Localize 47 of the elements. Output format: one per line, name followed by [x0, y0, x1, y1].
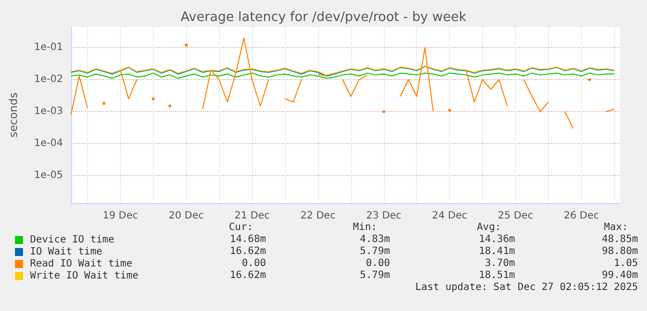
- legend-label: Device IO time: [30, 234, 114, 246]
- x-tick-label: 19 Dec: [102, 210, 138, 222]
- x-tick-label: 21 Dec: [234, 210, 270, 222]
- text: 1.05: [614, 258, 638, 270]
- y-tick-label: 1e-03: [34, 106, 63, 118]
- text: Last update: Sat Dec 27 02:05:12 2025: [415, 282, 638, 294]
- x-tick-label: 23 Dec: [366, 210, 402, 222]
- point: [448, 108, 452, 112]
- text: 14.68m: [230, 234, 266, 246]
- text: Min:: [352, 222, 377, 234]
- point: [588, 78, 592, 82]
- y-axis-title: seconds: [7, 92, 20, 138]
- text: Cur:: [228, 222, 253, 234]
- text: 0.00: [242, 258, 266, 270]
- point: [184, 44, 188, 47]
- y-tick-label: 1e-01: [34, 42, 63, 54]
- text: 14.36m: [478, 234, 515, 246]
- x-tick-label: 22 Dec: [300, 210, 336, 222]
- point: [152, 97, 155, 100]
- y-tick-label: 1e-02: [34, 74, 63, 86]
- x-tick-label: 25 Dec: [498, 210, 534, 222]
- y-tick-label: 1e-04: [34, 138, 63, 150]
- text: 18.41m: [478, 246, 515, 258]
- text: 4.83m: [360, 234, 390, 246]
- text: 16.62m: [230, 270, 266, 282]
- text: Avg:: [476, 222, 501, 234]
- text: 99.40m: [602, 270, 638, 282]
- legend-label: Read IO Wait time: [30, 258, 132, 270]
- legend-label: Write IO Wait time: [30, 270, 138, 282]
- point: [102, 102, 106, 105]
- text: 48.85m: [602, 234, 638, 246]
- chart-title: Average latency for /dev/pve/root - by week: [180, 10, 467, 25]
- point: [382, 110, 386, 114]
- text: 5.79m: [360, 270, 390, 282]
- x-tick-label: 20 Dec: [168, 210, 204, 222]
- text: 98.80m: [602, 246, 638, 258]
- text: 5.79m: [360, 246, 390, 258]
- text: 0.00: [366, 258, 390, 270]
- x-tick-label: 24 Dec: [432, 210, 468, 222]
- text: 18.51m: [478, 270, 515, 282]
- legend-label: IO Wait time: [30, 246, 102, 258]
- text: 16.62m: [230, 246, 266, 258]
- text: Max:: [604, 222, 628, 234]
- text: 3.70m: [484, 258, 515, 270]
- x-tick-label: 26 Dec: [564, 210, 599, 222]
- y-tick-label: 1e-05: [34, 170, 63, 182]
- point: [168, 104, 172, 108]
